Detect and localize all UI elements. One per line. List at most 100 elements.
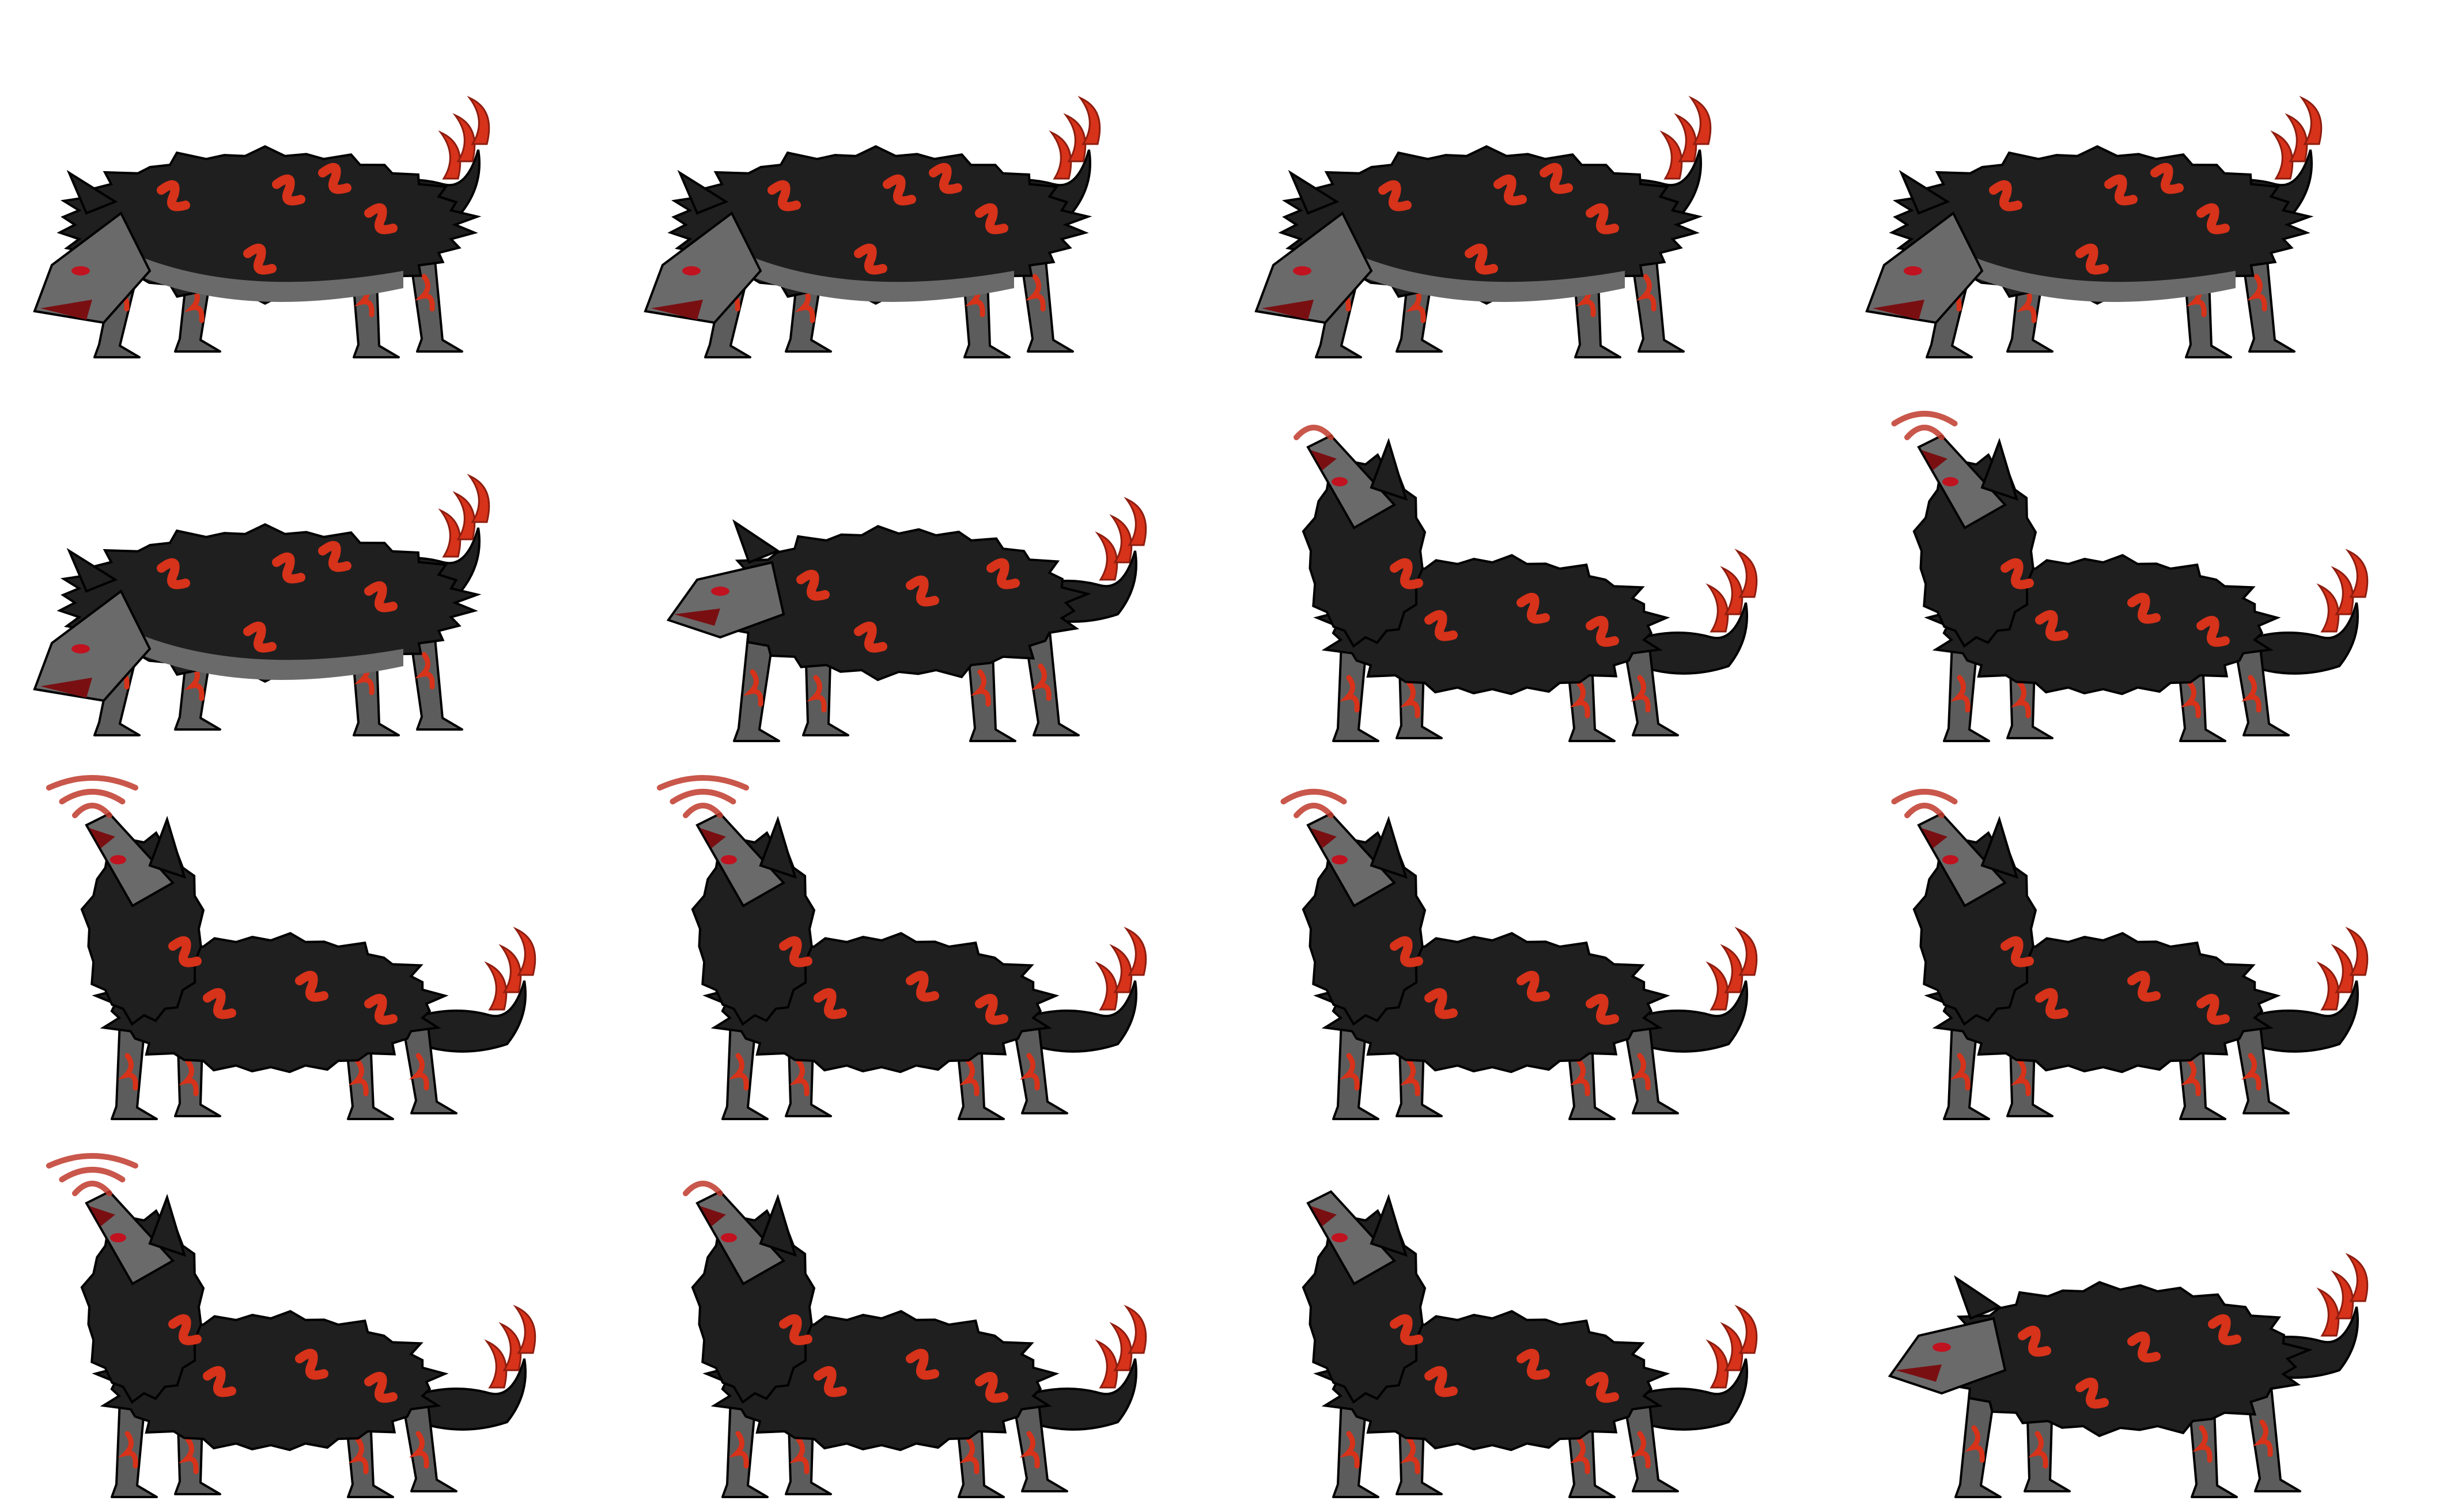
hind-leg-far-flame-mark (2241, 1053, 2262, 1091)
hind-leg-flame-mark (959, 1437, 980, 1475)
belly-fur (1348, 254, 1625, 302)
howl-wave (46, 1153, 138, 1169)
eye (110, 855, 126, 864)
ear (1954, 1275, 2002, 1320)
flame-stripe (1586, 203, 1619, 235)
flame-tail (402, 927, 536, 1053)
howl-wave (46, 775, 138, 791)
flame-stripe (814, 988, 847, 1019)
wolf-frame-art (1891, 789, 2369, 1120)
wolf (657, 775, 1147, 1120)
howl-wave (59, 789, 126, 804)
flame-stripe (1989, 180, 2022, 211)
snarling-mouth (651, 300, 703, 320)
eye (1942, 477, 1958, 486)
front-leg-flame-mark (118, 1053, 138, 1091)
flame-stripe (854, 621, 887, 653)
howl-wave (1280, 789, 1347, 804)
howl-wave (670, 789, 736, 804)
flame-stripe (157, 180, 190, 211)
flame-stripe (272, 174, 305, 206)
belly-fur (738, 254, 1014, 302)
ear (1980, 815, 2019, 879)
wolf-frame-art (46, 1153, 536, 1498)
flame-stripe (295, 1348, 328, 1380)
wolf-frame-art (1302, 1190, 1758, 1498)
eye (721, 855, 737, 864)
flame-stripe (2196, 203, 2230, 235)
front-leg-flame-mark (1950, 675, 1971, 713)
sprite-frame (1222, 756, 1832, 1134)
snarling-mouth (674, 608, 720, 626)
flame-stripe (2000, 558, 2034, 589)
howling-mouth (1922, 828, 1947, 848)
eye (1332, 477, 1348, 486)
belly-fur (127, 254, 403, 302)
flame-stripe (364, 1371, 398, 1403)
eye (1904, 266, 1922, 275)
flame-stripe (1424, 610, 1458, 641)
flame-stripe (906, 1348, 939, 1380)
howling-mouth (700, 828, 726, 848)
hind-leg-far (1023, 630, 1080, 736)
hind-leg-flame-mark (970, 669, 991, 707)
flame-stripe (243, 243, 277, 275)
sprite-frame (1832, 756, 2443, 1134)
front-leg-far-flame-mark (806, 675, 827, 713)
belly-fur (127, 632, 403, 680)
howl-wave (1891, 411, 1958, 426)
wolf (666, 497, 1147, 742)
flame-tail (1013, 927, 1147, 1053)
front-leg-flame-mark (118, 1431, 138, 1469)
howl-wave (1904, 803, 1945, 818)
flame-stripe (767, 180, 801, 211)
flame-tail (402, 1305, 536, 1431)
front-leg-flame-mark (1950, 1053, 1971, 1091)
flame-stripe (203, 988, 236, 1019)
ear (66, 547, 118, 593)
hind-leg-far-flame-mark (2241, 675, 2262, 713)
eye (110, 1233, 126, 1242)
hind-leg-far-flame-mark (414, 652, 435, 690)
flame-stripe (1390, 558, 1423, 589)
hind-leg-far-flame-mark (409, 1053, 429, 1091)
snarling-mouth (1262, 300, 1314, 320)
hind-leg-flame-mark (1570, 681, 1590, 719)
ear (148, 815, 187, 879)
head (644, 211, 762, 324)
wolf (1865, 96, 2323, 358)
ear (677, 169, 729, 215)
howling-mouth (89, 1206, 115, 1226)
wolf (683, 1181, 1147, 1498)
sprite-frame (611, 0, 1222, 378)
howl-wave (59, 1167, 126, 1182)
flame-tail (1624, 549, 1758, 675)
flame-tail (1013, 1305, 1147, 1431)
wolf (46, 775, 536, 1120)
hind-leg-far-flame-mark (2247, 274, 2267, 312)
front-leg-far-flame-mark (1400, 1437, 1420, 1475)
wolf (1280, 789, 1758, 1120)
snarling-mouth (40, 300, 92, 320)
head (33, 589, 152, 702)
head (1254, 211, 1373, 324)
flame-stripe (295, 970, 328, 1002)
eye (1933, 1343, 1951, 1352)
flame-stripe (883, 174, 916, 206)
snarling-mouth (1873, 300, 1924, 320)
howling-mouth (1311, 450, 1337, 470)
front-leg-far-flame-mark (2028, 1431, 2048, 1469)
howling-mouth (89, 828, 115, 848)
eye (711, 587, 729, 596)
flame-stripe (906, 970, 939, 1002)
wolf-frame-art (1891, 411, 2369, 742)
wolf-frame-art (683, 1181, 1147, 1498)
flame-stripe (1517, 1348, 1550, 1380)
flame-tail (2234, 927, 2369, 1053)
sprite-frame (611, 378, 1222, 756)
eye (71, 644, 90, 653)
hind-leg-far-flame-mark (1630, 1431, 1651, 1469)
howling-mouth (1922, 450, 1947, 470)
wolf (1891, 789, 2369, 1120)
